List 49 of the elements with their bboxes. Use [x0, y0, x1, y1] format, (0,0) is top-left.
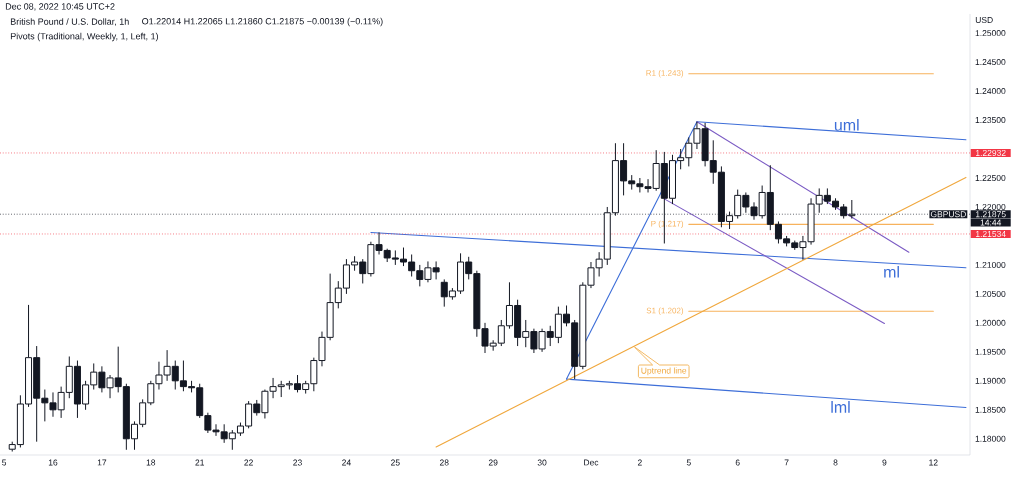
x-tick-label: 18	[146, 459, 156, 466]
series-label: R1 (1.243)	[646, 69, 684, 78]
y-axis-title: USD	[975, 16, 993, 23]
annotation: GBPUSD	[930, 211, 966, 218]
y-tick-label: 1.22500	[975, 174, 1006, 181]
x-tick-label: 2	[637, 459, 642, 466]
x-tick-label: 12	[929, 459, 938, 466]
y-tick-label: 1.24500	[975, 59, 1006, 66]
chart-title: British Pound / U.S. Dollar, 1h	[10, 18, 129, 26]
y-tick-label: 1.24000	[975, 88, 1006, 95]
ref-line-label: 1.21534	[975, 230, 1006, 237]
y-tick-label: 1.19000	[975, 377, 1006, 384]
x-tick-label: 30	[537, 459, 547, 466]
y-tick-label: 1.23500	[975, 117, 1006, 124]
y-tick-label: 1.20500	[975, 290, 1006, 297]
x-tick-label: 24	[342, 459, 351, 466]
chart-subtitle: O1.22014 H1.22065 L1.21860 C1.21875 −0.00139 (−0.11%)	[142, 17, 383, 27]
y-tick-label: 1.20000	[975, 319, 1006, 326]
x-tick-label: 5	[686, 459, 691, 466]
x-tick-label: 16	[48, 459, 58, 466]
text: 14:44	[980, 219, 1002, 226]
x-tick-label: 17	[97, 459, 107, 466]
x-tick-label: Dec	[584, 459, 599, 466]
series-label: ml	[884, 265, 899, 278]
series-label: S1 (1.202)	[646, 307, 684, 316]
y-tick-label: 1.21000	[975, 261, 1006, 268]
y-tick-label: 1.18000	[975, 435, 1006, 442]
x-tick-label: 28	[439, 459, 449, 466]
series-label: uml	[834, 118, 859, 131]
x-tick-label: 29	[488, 459, 498, 466]
ref-line-label: 1.21875	[975, 211, 1006, 218]
y-tick-label: 1.19500	[975, 348, 1006, 355]
legend-label: Uptrend line	[641, 367, 687, 376]
x-tick-label: 6	[735, 459, 740, 466]
series-label: lml	[831, 401, 850, 413]
y-tick-label: 1.18500	[975, 406, 1006, 413]
x-tick-label: 9	[882, 459, 887, 466]
x-tick-label: 23	[293, 459, 302, 466]
x-tick-label: 5	[2, 459, 7, 466]
x-tick-label: 7	[784, 459, 789, 466]
annotation: Pivots (Traditional, Weekly, 1, Left, 1)	[10, 32, 159, 42]
x-tick-label: 22	[244, 459, 253, 466]
x-tick-label: 21	[195, 459, 205, 466]
y-tick-label: 1.25000	[975, 30, 1006, 37]
ref-line-label: 1.22932	[975, 149, 1006, 156]
y-tick-label: 1.22000	[975, 203, 1006, 210]
x-tick-label: 25	[391, 459, 400, 466]
text: Dec 08, 2022 10:45 UTC+2	[5, 3, 115, 11]
x-tick-label: 8	[833, 459, 838, 466]
